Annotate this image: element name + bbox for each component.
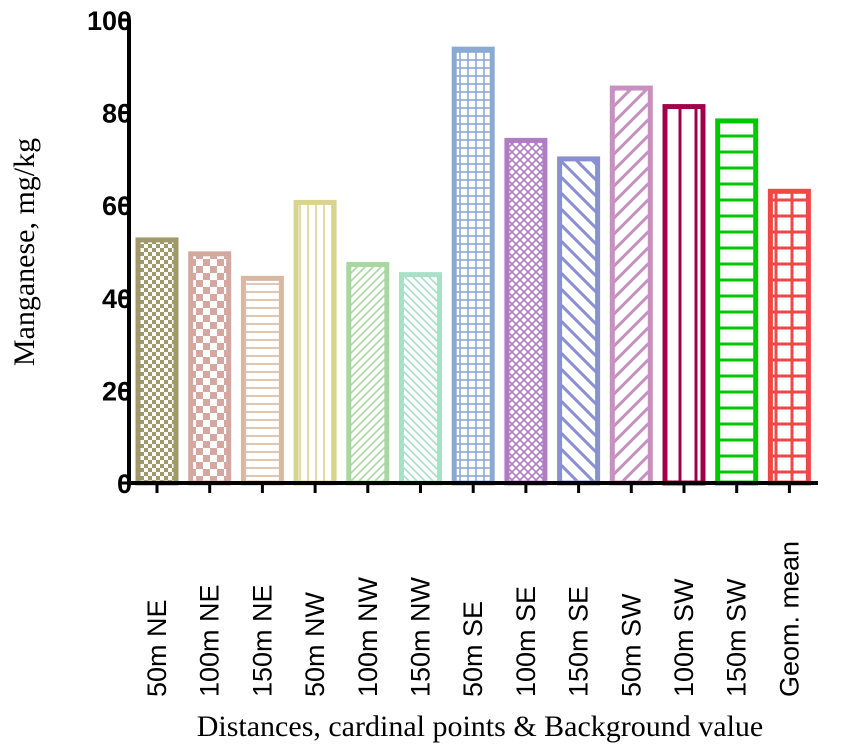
x-tick-label: 50m NW bbox=[300, 591, 330, 697]
bar-4 bbox=[293, 199, 337, 486]
bar-11 bbox=[662, 104, 706, 486]
y-ticks-group: 0 20 40 60 80 100 bbox=[87, 6, 132, 499]
bar-10 bbox=[609, 85, 653, 486]
bar-6 bbox=[399, 272, 442, 486]
x-ticks-group: 50m NE 100m NE 150m NE 50m NW 100m NW 150m NW… bbox=[142, 483, 804, 697]
bar-7 bbox=[451, 46, 495, 486]
x-tick-label: 150m NW bbox=[406, 576, 436, 697]
bar-3 bbox=[240, 275, 284, 486]
bar-1 bbox=[135, 237, 179, 486]
x-tick-label: 50m NE bbox=[142, 599, 172, 697]
x-tick-label: 150m NE bbox=[247, 584, 277, 697]
bar-5 bbox=[346, 261, 390, 486]
bar-9 bbox=[557, 156, 601, 486]
bars-group bbox=[135, 46, 811, 486]
bar-12 bbox=[715, 118, 759, 486]
y-tick-label: 60 bbox=[102, 191, 132, 221]
y-tick-label: 80 bbox=[102, 99, 132, 129]
x-tick-label: 100m SE bbox=[511, 586, 541, 697]
x-axis-title: Distances, cardinal points & Background … bbox=[197, 710, 764, 743]
y-tick-label: 20 bbox=[102, 376, 132, 406]
bar-2 bbox=[188, 251, 232, 486]
x-tick-label: 50m SW bbox=[616, 593, 646, 697]
y-tick-label: 0 bbox=[117, 469, 132, 499]
x-tick-label: 100m SW bbox=[669, 578, 699, 697]
x-tick-label: 150m SE bbox=[564, 586, 594, 697]
x-tick-label: 50m SE bbox=[458, 601, 488, 697]
bar-8 bbox=[504, 137, 548, 486]
x-tick-label: 100m NW bbox=[353, 576, 383, 697]
x-tick-label: Geom. mean bbox=[774, 541, 804, 697]
y-tick-label: 40 bbox=[102, 284, 132, 314]
x-tick-label: 150m SW bbox=[722, 578, 752, 697]
x-tick-label: 100m NE bbox=[195, 584, 225, 697]
bar-13 bbox=[767, 188, 811, 486]
y-axis-title: Manganese, mg/kg bbox=[8, 138, 41, 366]
y-tick-label: 100 bbox=[87, 6, 132, 36]
